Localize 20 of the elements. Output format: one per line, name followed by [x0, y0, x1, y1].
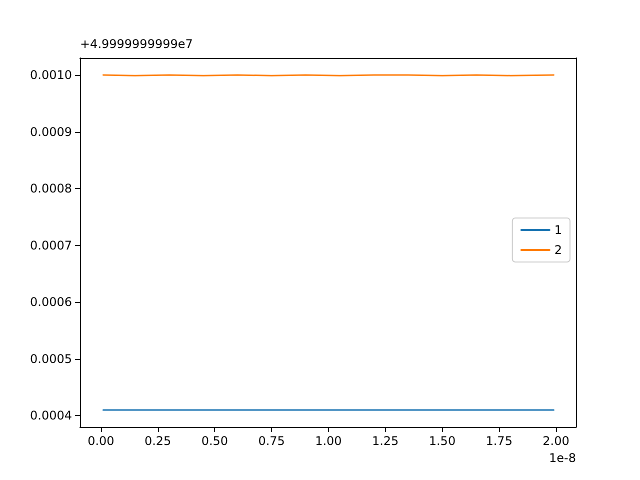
x-tick-label: 0.00	[88, 434, 114, 448]
y-tick-label: 0.0008	[30, 182, 72, 196]
y-tick-label: 0.0009	[30, 124, 72, 139]
x-tick-label: 0.50	[201, 434, 228, 448]
x-tick-label: 0.75	[258, 434, 285, 448]
x-tick-label: 1.75	[486, 434, 512, 448]
x-tick-label: 1.50	[428, 434, 456, 448]
legend-label: 1	[554, 223, 562, 237]
x-tick-label: 1.25	[372, 434, 399, 448]
x-tick-label: 1.00	[315, 434, 342, 448]
x-tick-label: 0.25	[144, 434, 172, 448]
y-tick-label: 0.0004	[30, 408, 72, 423]
text: 1e-8	[549, 451, 576, 465]
y-tick-label: 0.0010	[30, 68, 72, 82]
y-tick-label: 0.0006	[30, 295, 72, 310]
legend-label: 2	[554, 243, 562, 257]
y-tick-label: 0.0007	[30, 238, 72, 252]
y-tick-label: 0.0005	[30, 352, 72, 366]
x-tick-label: 2.00	[542, 434, 570, 448]
text: +4.9999999999e7	[80, 37, 193, 51]
